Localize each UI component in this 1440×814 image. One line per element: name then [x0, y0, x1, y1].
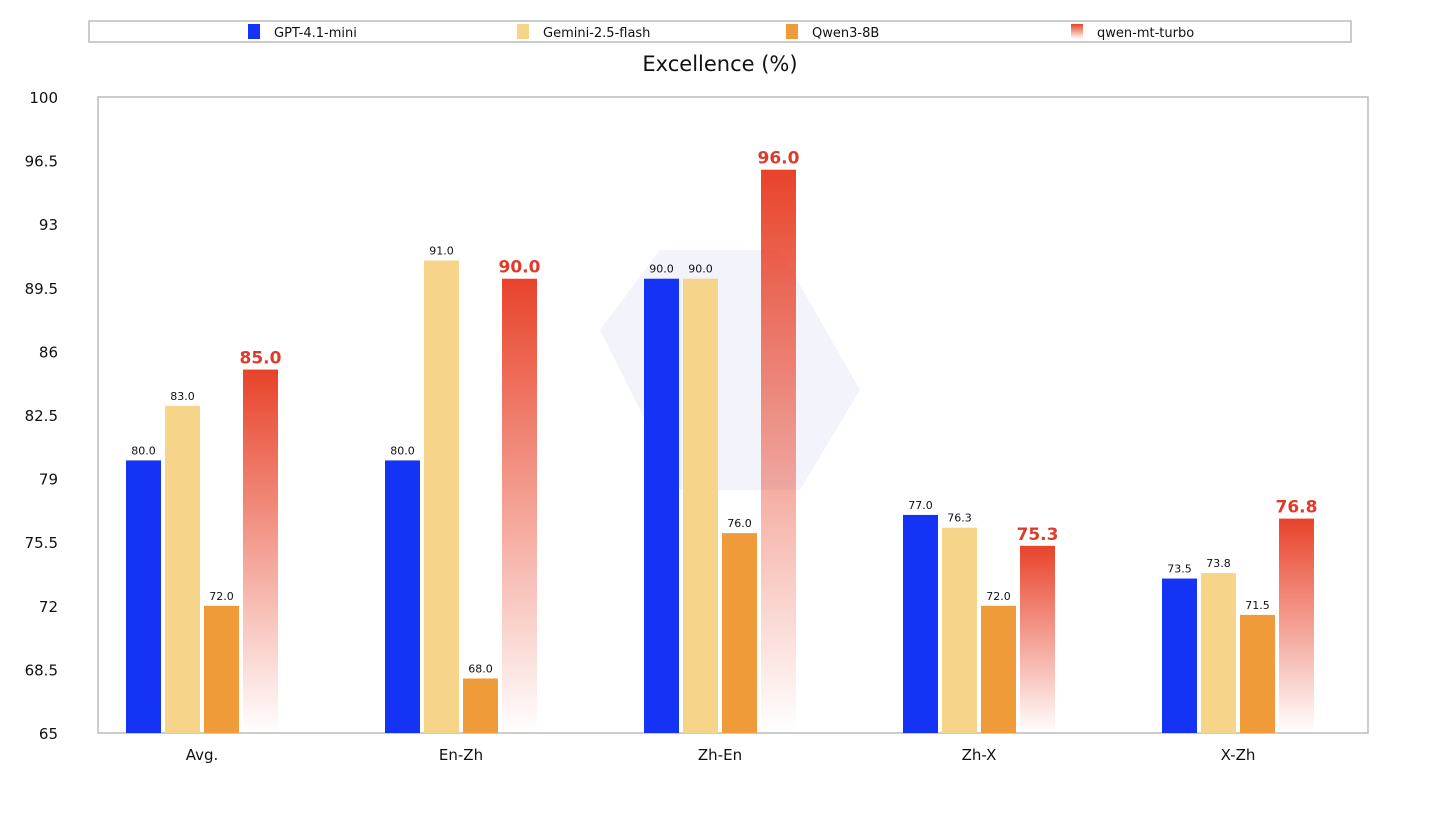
bar — [243, 369, 278, 733]
bar — [424, 260, 459, 733]
data-label: 85.0 — [240, 349, 282, 369]
data-label: 72.0 — [986, 590, 1011, 603]
bar — [1240, 614, 1275, 733]
bar — [126, 460, 161, 733]
data-label: 90.0 — [499, 258, 541, 278]
x-tick-label: Zh-X — [962, 746, 997, 764]
data-label: 73.5 — [1167, 563, 1192, 576]
y-tick-label: 79 — [39, 471, 58, 489]
bar — [385, 460, 420, 733]
bar — [1201, 573, 1236, 733]
data-label: 72.0 — [209, 590, 234, 603]
x-tick-label: Avg. — [186, 746, 219, 764]
x-tick-label: En-Zh — [439, 746, 483, 764]
y-tick-label: 93 — [39, 216, 58, 234]
bar — [165, 405, 200, 733]
data-label: 68.0 — [468, 662, 493, 675]
data-label: 83.0 — [170, 390, 195, 403]
bar — [903, 514, 938, 733]
y-tick-label: 82.5 — [25, 407, 58, 425]
bar — [683, 278, 718, 733]
y-tick-label: 75.5 — [25, 534, 58, 552]
data-label: 80.0 — [390, 444, 415, 457]
bar — [204, 605, 239, 733]
data-label: 71.5 — [1245, 599, 1270, 612]
bar — [644, 278, 679, 733]
data-label: 76.0 — [727, 517, 752, 530]
y-tick-label: 65 — [39, 725, 58, 743]
data-label: 80.0 — [131, 444, 156, 457]
bar — [463, 678, 498, 733]
y-tick-label: 72 — [39, 598, 58, 616]
legend-swatch — [1071, 24, 1083, 39]
data-label: 96.0 — [758, 149, 800, 169]
legend-swatch — [248, 24, 260, 39]
x-tick-label: Zh-En — [698, 746, 742, 764]
y-tick-label: 96.5 — [25, 153, 58, 171]
y-tick-label: 68.5 — [25, 661, 58, 679]
data-label: 77.0 — [908, 499, 933, 512]
data-label: 90.0 — [649, 263, 674, 276]
y-tick-label: 89.5 — [25, 280, 58, 298]
y-tick-label: 86 — [39, 343, 58, 361]
bar — [1020, 545, 1055, 733]
legend-box — [88, 20, 1352, 43]
bar — [1279, 518, 1314, 733]
bar — [981, 605, 1016, 733]
bar — [502, 278, 537, 733]
x-tick-label: X-Zh — [1221, 746, 1256, 764]
legend-swatch — [517, 24, 529, 39]
legend-label: qwen-mt-turbo — [1097, 26, 1194, 41]
bar — [942, 527, 977, 733]
legend-label: GPT-4.1-mini — [274, 26, 357, 41]
data-label: 91.0 — [429, 245, 454, 258]
bar — [722, 533, 757, 733]
data-label: 73.8 — [1206, 557, 1231, 570]
watermark-logo — [600, 250, 860, 490]
chart-title: Excellence (%) — [642, 52, 797, 76]
legend-swatch — [786, 24, 798, 39]
data-label: 76.3 — [947, 512, 972, 525]
legend-label: Qwen3-8B — [812, 26, 879, 41]
data-label: 75.3 — [1017, 525, 1059, 545]
legend-label: Gemini-2.5-flash — [543, 26, 650, 41]
bar — [761, 169, 796, 733]
y-tick-label: 100 — [29, 89, 58, 107]
bar — [1162, 578, 1197, 733]
data-label: 90.0 — [688, 263, 713, 276]
data-label: 76.8 — [1276, 498, 1318, 518]
